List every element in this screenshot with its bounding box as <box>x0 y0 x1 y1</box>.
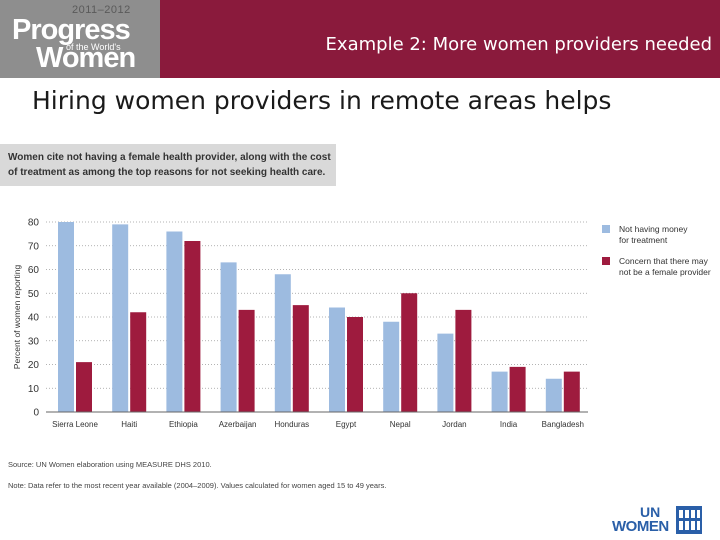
header-bar: 2011–2012 Progress Women of the World's … <box>0 0 720 78</box>
y-tick-label: 50 <box>28 289 40 300</box>
bar-money <box>437 333 454 412</box>
x-tick-label: Azerbaijan <box>219 420 257 429</box>
x-tick-label: Nepal <box>390 420 411 429</box>
bar-female-provider <box>347 317 363 412</box>
x-tick-label: Honduras <box>274 420 309 429</box>
bar-female-provider <box>401 293 418 412</box>
x-tick-label: India <box>500 420 518 429</box>
progress-logo: 2011–2012 Progress Women of the World's <box>0 0 160 78</box>
bar-money <box>545 378 562 412</box>
bar-chart: 0 10 20 30 40 50 60 70 80 Percent of women report… <box>12 218 711 430</box>
chart-caption: Women cite not having a female health pr… <box>8 152 331 178</box>
logo-women: Women <box>36 42 136 74</box>
bar-money <box>383 321 400 412</box>
slide-subtitle: Hiring women providers in remote areas h… <box>32 86 612 115</box>
y-tick-label: 30 <box>28 336 40 347</box>
bar-female-provider <box>130 312 147 412</box>
bar-female-provider <box>509 366 526 412</box>
chart-caption-box: Women cite not having a female health pr… <box>0 144 336 186</box>
x-tick-label: Haiti <box>121 420 137 429</box>
bar-money <box>220 262 237 412</box>
bar-female-provider <box>76 362 92 412</box>
x-tick-label: Sierra Leone <box>52 420 98 429</box>
x-tick-label: Ethiopia <box>169 420 198 429</box>
legend-label: Not having money for treatment <box>619 224 688 245</box>
un-women-logo-un: UN <box>640 504 661 520</box>
legend-swatch <box>602 257 610 265</box>
logo-of-the-worlds: of the World's <box>66 42 121 52</box>
source-note: Source: UN Women elaboration using MEASU… <box>8 460 212 469</box>
logo-progress: Progress <box>12 14 131 46</box>
x-tick-label: Jordan <box>442 420 466 429</box>
logo-years: 2011–2012 <box>72 4 131 16</box>
bar-female-provider <box>563 371 580 412</box>
bar-money <box>112 224 129 412</box>
y-tick-label: 10 <box>28 384 40 395</box>
bar-female-provider <box>238 309 255 412</box>
bar-money <box>166 231 183 412</box>
un-women-logo-women: WOMEN <box>612 518 669 535</box>
bar-money <box>58 222 74 412</box>
y-tick-label: 20 <box>28 360 40 371</box>
y-tick-label: 80 <box>28 218 40 229</box>
x-tick-label: Bangladesh <box>542 420 584 429</box>
bar-money <box>274 274 291 412</box>
bar-female-provider <box>184 241 201 412</box>
y-tick-label: 70 <box>28 241 40 252</box>
bar-money <box>329 307 345 412</box>
x-tick-label: Egypt <box>336 420 357 429</box>
legend-swatch <box>602 225 610 233</box>
bar-female-provider <box>455 309 472 412</box>
legend-label: Concern that there may not be a female pr… <box>619 256 711 277</box>
slide-title: Example 2: More women providers needed <box>325 34 712 55</box>
y-tick-label: 60 <box>28 265 40 276</box>
y-tick-label: 40 <box>28 313 40 324</box>
data-note: Note: Data refer to the most recent year… <box>8 481 387 490</box>
un-emblem-icon <box>676 506 702 534</box>
y-tick-label: 0 <box>33 408 39 419</box>
bar-female-provider <box>292 305 309 412</box>
bar-money <box>491 371 508 412</box>
un-women-logo: UN WOMEN <box>612 503 712 537</box>
y-axis-label: Percent of women reporting <box>12 265 22 370</box>
